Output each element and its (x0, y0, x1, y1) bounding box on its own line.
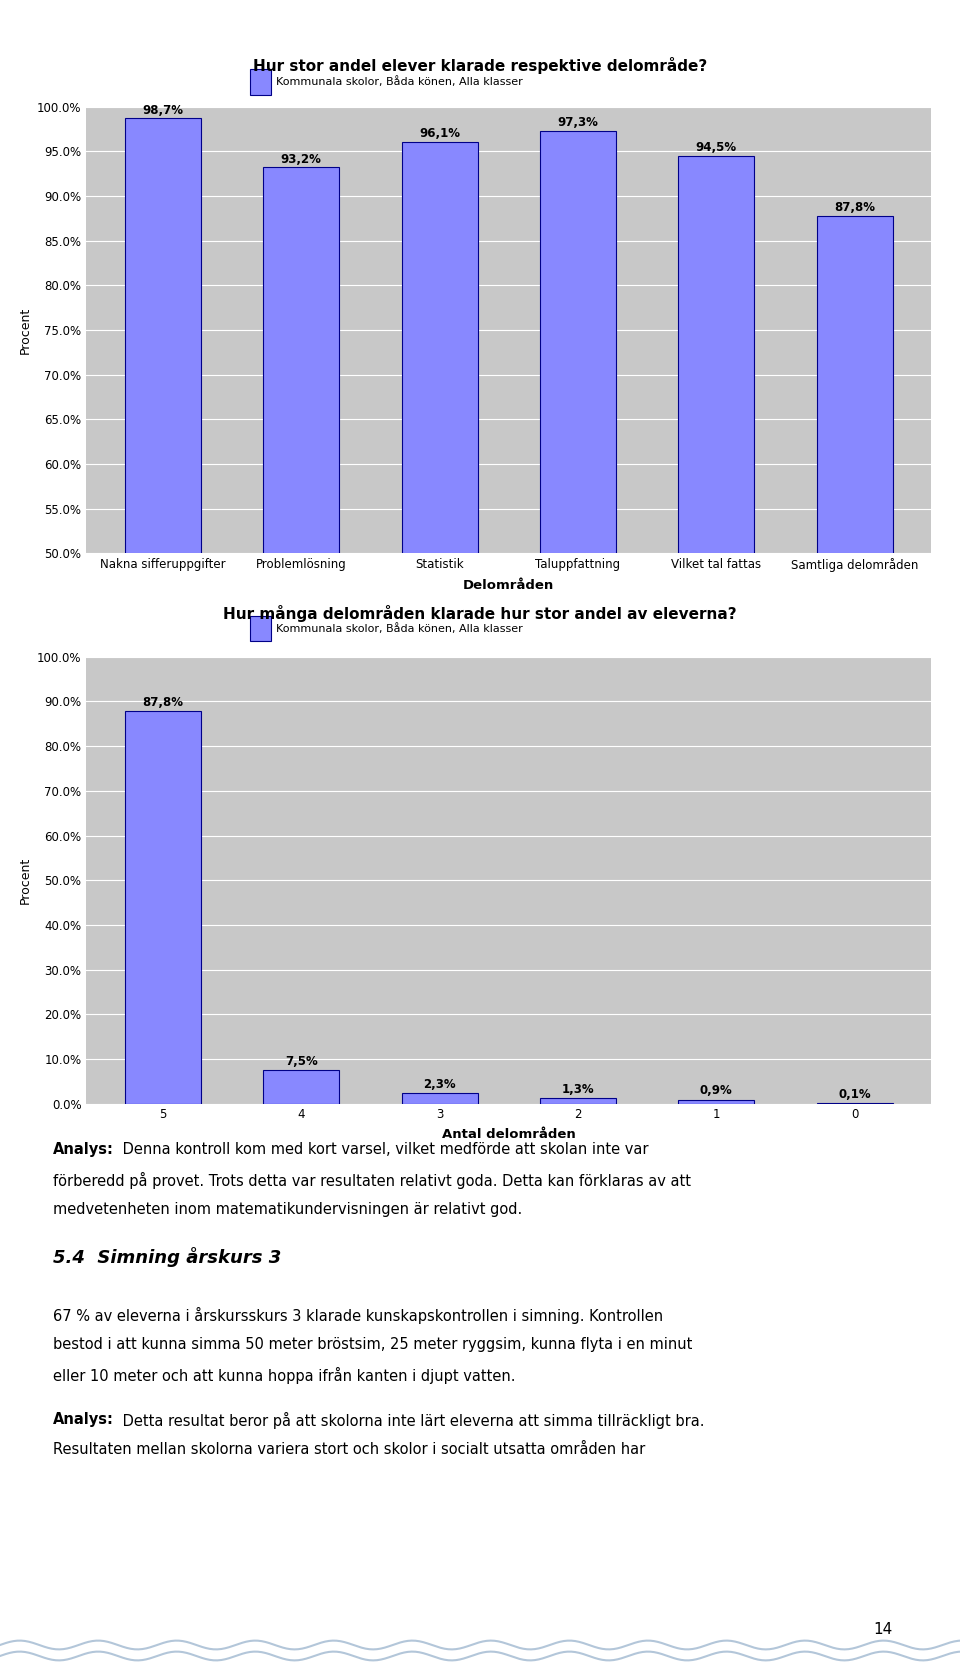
Bar (250, 615, 271, 642)
Bar (679, 1100, 755, 1104)
Y-axis label: Procent: Procent (18, 857, 32, 904)
Text: 87,8%: 87,8% (142, 697, 183, 708)
Text: 0,1%: 0,1% (838, 1089, 871, 1100)
Bar (401, 142, 478, 1000)
Bar (540, 1099, 616, 1104)
Text: Kommunala skolor, Båda könen, Alla klasser: Kommunala skolor, Båda könen, Alla klass… (276, 623, 523, 633)
Bar (401, 1094, 478, 1104)
Text: bestod i att kunna simma 50 meter bröstsim, 25 meter ryggsim, kunna flyta i en m: bestod i att kunna simma 50 meter brösts… (53, 1337, 692, 1352)
Text: 94,5%: 94,5% (696, 142, 737, 153)
Text: Denna kontroll kom med kort varsel, vilket medförde att skolan inte var: Denna kontroll kom med kort varsel, vilk… (118, 1142, 649, 1157)
Text: 2,3%: 2,3% (423, 1079, 456, 1090)
Bar (125, 118, 201, 1000)
Bar (250, 68, 271, 95)
Text: 97,3%: 97,3% (558, 117, 598, 128)
Bar (540, 130, 616, 1000)
Text: förberedd på provet. Trots detta var resultaten relativt goda. Detta kan förklar: förberedd på provet. Trots detta var res… (53, 1172, 691, 1189)
X-axis label: Antal delområden: Antal delområden (442, 1129, 576, 1142)
Bar (679, 155, 755, 1000)
Text: Kommunala skolor, Båda könen, Alla klasser: Kommunala skolor, Båda könen, Alla klass… (276, 77, 523, 87)
Text: 93,2%: 93,2% (280, 153, 322, 165)
Text: Analys:: Analys: (53, 1412, 113, 1427)
Bar (263, 167, 339, 1000)
Text: 14: 14 (874, 1622, 893, 1637)
Text: Resultaten mellan skolorna variera stort och skolor i socialt utsatta områden ha: Resultaten mellan skolorna variera stort… (53, 1442, 645, 1457)
Text: Hur många delområden klarade hur stor andel av eleverna?: Hur många delområden klarade hur stor an… (223, 605, 737, 622)
X-axis label: Delområden: Delområden (463, 578, 555, 592)
Text: 7,5%: 7,5% (285, 1055, 318, 1069)
Text: 1,3%: 1,3% (562, 1082, 594, 1095)
Text: Detta resultat beror på att skolorna inte lärt eleverna att simma tillräckligt b: Detta resultat beror på att skolorna int… (118, 1412, 705, 1429)
Y-axis label: Procent: Procent (18, 307, 32, 353)
Bar (263, 1070, 339, 1104)
Text: 5.4  Simning årskurs 3: 5.4 Simning årskurs 3 (53, 1247, 281, 1267)
Text: 67 % av eleverna i årskursskurs 3 klarade kunskapskontrollen i simning. Kontroll: 67 % av eleverna i årskursskurs 3 klarad… (53, 1307, 663, 1324)
Text: 0,9%: 0,9% (700, 1084, 732, 1097)
Text: 87,8%: 87,8% (834, 202, 876, 213)
Text: Hur stor andel elever klarade respektive delområde?: Hur stor andel elever klarade respektive… (252, 57, 708, 73)
Text: medvetenheten inom matematikundervisningen är relativt god.: medvetenheten inom matematikundervisning… (53, 1202, 522, 1217)
Bar (125, 712, 201, 1104)
Bar (817, 215, 893, 1000)
Text: eller 10 meter och att kunna hoppa ifrån kanten i djupt vatten.: eller 10 meter och att kunna hoppa ifrån… (53, 1367, 516, 1384)
Text: 96,1%: 96,1% (420, 127, 460, 140)
Text: 98,7%: 98,7% (142, 103, 183, 117)
Text: Analys:: Analys: (53, 1142, 113, 1157)
